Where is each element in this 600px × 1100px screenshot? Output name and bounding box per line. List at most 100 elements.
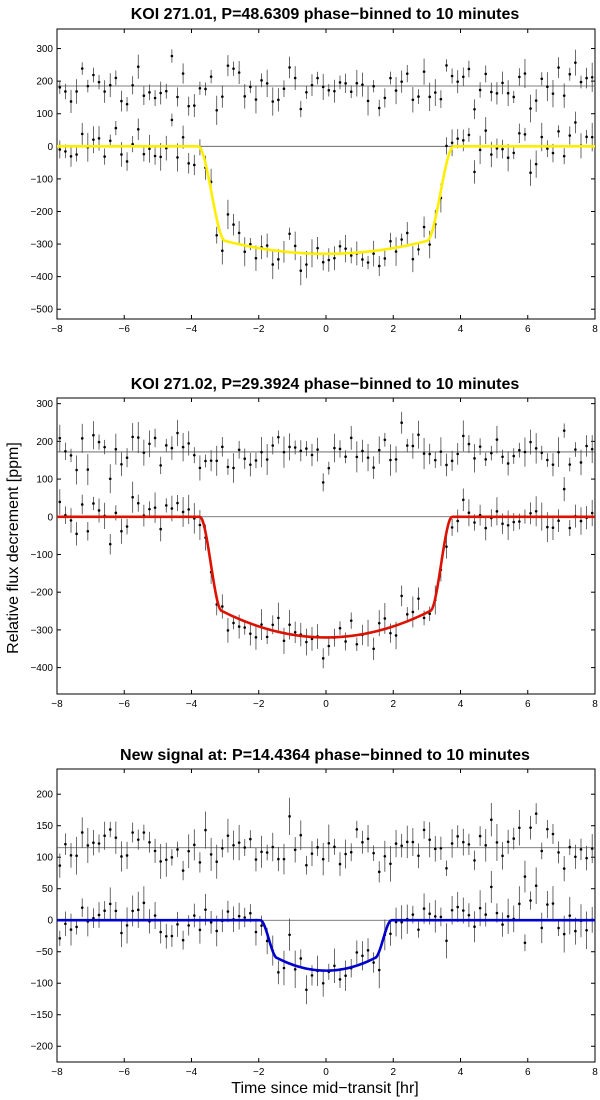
residual-point [288, 66, 291, 69]
residual-point [529, 440, 532, 444]
x-tick-label: 2 [390, 1067, 396, 1078]
residual-point [349, 436, 353, 440]
residual-point [383, 854, 387, 858]
residual-point [467, 442, 471, 446]
residual-point [249, 85, 252, 89]
residual-point [377, 106, 381, 110]
residual-point [187, 849, 190, 853]
flux-point [540, 135, 544, 139]
chart-title: KOI 271.01, P=48.6309 phase−binned to 10… [131, 6, 520, 23]
y-tick-label: −100 [30, 174, 53, 185]
flux-point [58, 148, 62, 151]
y-tick-label: 200 [36, 437, 53, 448]
residual-point [249, 837, 252, 841]
x-tick-label: 2 [390, 324, 396, 335]
residual-point [176, 848, 179, 851]
residual-point [355, 455, 359, 459]
residual-point [282, 87, 286, 90]
flux-point [153, 914, 157, 917]
flux-point [484, 129, 488, 132]
flux-point [58, 937, 62, 940]
residual-point [232, 466, 235, 470]
residual-point [568, 72, 572, 76]
flux-point [501, 522, 504, 525]
residual-point [462, 840, 465, 844]
flux-point [277, 971, 280, 974]
residual-point [58, 86, 62, 89]
flux-point [389, 631, 392, 635]
flux-point [506, 523, 510, 527]
flux-point [534, 884, 538, 888]
flux-point [338, 626, 342, 630]
residual-point [540, 849, 544, 853]
flux-point [108, 902, 112, 906]
flux-point [478, 148, 482, 152]
flux-point [473, 925, 476, 928]
residual-point [366, 837, 370, 841]
flux-point [422, 225, 426, 229]
residual-point [265, 851, 269, 854]
flux-point [249, 632, 252, 635]
flux-point [400, 238, 403, 241]
residual-point [405, 72, 409, 75]
x-tick-label: −4 [186, 699, 198, 710]
flux-point [193, 914, 196, 917]
residual-point [254, 98, 258, 101]
residual-point [120, 462, 123, 466]
flux-point [288, 623, 291, 627]
flux-point [490, 153, 493, 156]
flux-point [293, 968, 297, 971]
residual-point [478, 88, 482, 92]
residual-point [69, 100, 73, 103]
flux-point [80, 132, 84, 136]
flux-point [389, 932, 392, 936]
residual-point [585, 76, 588, 80]
flux-point [153, 154, 157, 158]
flux-point [136, 501, 140, 505]
flux-point [333, 256, 336, 260]
residual-point [153, 96, 157, 100]
residual-point [321, 85, 325, 89]
x-tick-label: −8 [51, 324, 63, 335]
y-tick-label: 300 [36, 44, 53, 55]
residual-point [131, 435, 134, 439]
y-tick-label: 0 [47, 916, 53, 927]
flux-point [366, 261, 370, 264]
flux-point [540, 926, 544, 930]
residual-point [226, 465, 230, 469]
flux-point [546, 903, 549, 906]
x-tick-label: 6 [525, 324, 531, 335]
residual-point [148, 442, 151, 446]
residual-point [562, 94, 566, 97]
flux-point [529, 899, 532, 902]
flux-point [546, 525, 549, 529]
flux-point [585, 135, 588, 139]
residual-point [361, 449, 364, 453]
residual-point [518, 448, 521, 452]
flux-point [338, 978, 342, 981]
flux-point [445, 939, 448, 943]
flux-point [590, 511, 594, 515]
residual-point [80, 67, 84, 70]
residual-point [103, 445, 106, 449]
residual-point [164, 444, 168, 447]
residual-point [204, 87, 207, 91]
flux-point [170, 934, 174, 938]
residual-point [456, 452, 459, 456]
flux-point [383, 257, 387, 260]
residual-point [193, 104, 196, 107]
residual-point [349, 850, 353, 854]
flux-point [557, 519, 560, 523]
residual-point [209, 75, 213, 78]
flux-point [181, 938, 185, 942]
residual-point [226, 64, 230, 67]
flux-point [243, 916, 247, 919]
residual-point [383, 438, 387, 442]
flux-point [187, 508, 190, 511]
flux-point [209, 921, 213, 924]
residual-point [75, 468, 78, 472]
x-tick-label: −2 [253, 699, 265, 710]
flux-point [568, 914, 572, 917]
residual-point [142, 94, 146, 98]
residual-point [265, 82, 269, 85]
